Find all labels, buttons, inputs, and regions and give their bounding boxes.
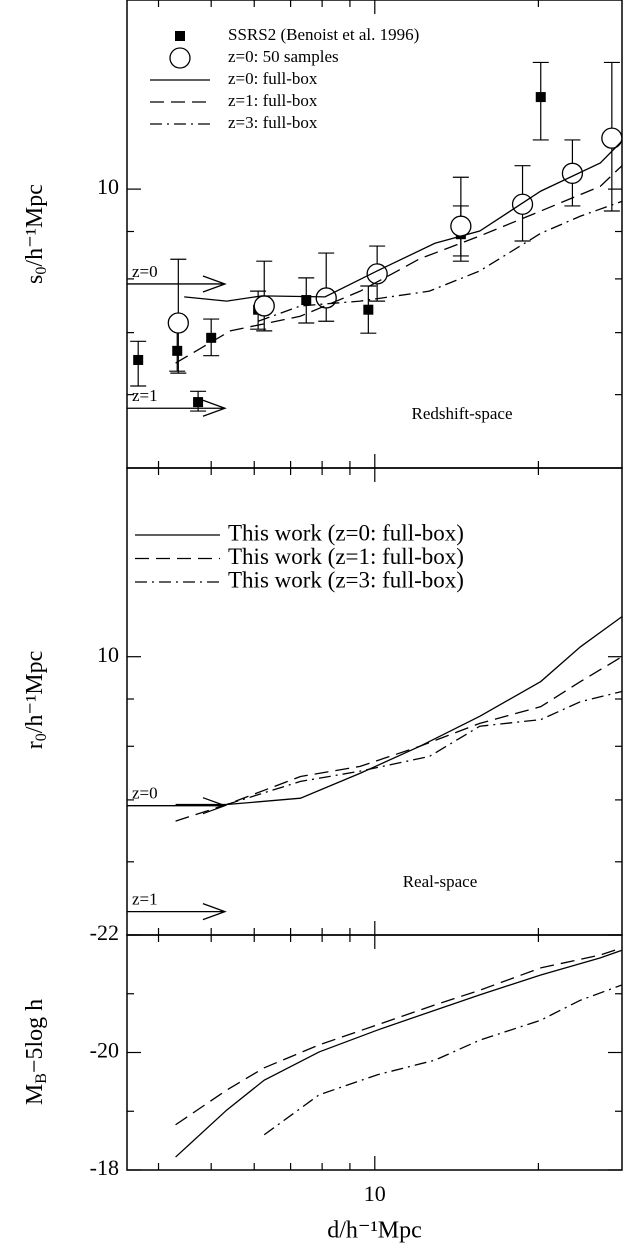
legend-label: z=3: full-box	[228, 113, 318, 132]
square-marker	[133, 354, 144, 365]
legend-label: z=0: full-box	[228, 69, 318, 88]
legend-label: This work (z=1: full-box)	[228, 544, 464, 569]
legend-label: z=1: full-box	[228, 91, 318, 110]
y-tick-label: -22	[90, 920, 119, 945]
legend-symbol	[169, 47, 191, 69]
y-tick-label: 10	[97, 174, 119, 199]
circle-marker	[167, 312, 189, 334]
line	[175, 165, 623, 364]
line	[263, 984, 623, 1136]
annotation: Redshift-space	[411, 404, 512, 423]
circle-marker	[253, 295, 275, 317]
square-marker	[172, 345, 183, 356]
square-marker	[301, 295, 312, 306]
legend-label: SSRS2 (Benoist et al. 1996)	[228, 25, 419, 44]
legend-symbol	[175, 31, 185, 41]
circle-marker	[315, 287, 337, 309]
legend-label: z=0: 50 samples	[228, 47, 339, 66]
y-label-rest: /h⁻¹Mpc	[22, 184, 48, 267]
line	[175, 656, 623, 822]
arrow	[127, 902, 227, 921]
arrow-label: z=0	[132, 784, 158, 803]
circle-marker	[511, 193, 534, 215]
square-marker	[206, 332, 217, 343]
y-tick-label: -20	[90, 1038, 119, 1063]
y-axis-label: MB−5log h	[22, 999, 50, 1105]
line	[226, 690, 623, 806]
y-tick-label: 10	[97, 642, 119, 667]
legend-label: This work (z=3: full-box)	[228, 567, 464, 592]
annotation: Real-space	[403, 872, 478, 891]
circle-marker	[450, 215, 472, 237]
y-label-sub: B	[33, 1073, 50, 1084]
line	[175, 616, 623, 806]
line	[257, 200, 623, 322]
x-axis-label: d/h⁻¹Mpc	[327, 1218, 422, 1244]
y-label-main: M	[22, 1084, 48, 1105]
square-marker	[535, 92, 546, 103]
panel-frame	[126, 934, 623, 1171]
error-bar	[318, 252, 335, 322]
legend-label: This work (z=0: full-box)	[228, 520, 464, 545]
line	[175, 947, 623, 1126]
arrow	[127, 399, 227, 417]
y-tick-label: -18	[90, 1155, 119, 1180]
y-label-main: r	[22, 741, 48, 749]
line	[184, 140, 623, 302]
y-label-rest: /h⁻¹Mpc	[22, 651, 48, 734]
x-tick-label: 10	[364, 1181, 386, 1206]
arrow-label: z=0	[132, 262, 158, 281]
arrow-label: z=1	[132, 386, 158, 405]
y-label-sub: 0	[33, 733, 50, 741]
arrow	[127, 275, 227, 293]
y-label-rest: −5log h	[22, 999, 48, 1073]
y-label-sub: 0	[33, 267, 50, 275]
arrow-label: z=1	[132, 890, 158, 909]
circle-marker	[601, 127, 623, 149]
y-axis-label: r0/h⁻¹Mpc	[22, 651, 50, 750]
line	[175, 949, 623, 1158]
y-axis-label: s0/h⁻¹Mpc	[22, 184, 50, 284]
square-marker	[363, 304, 374, 315]
square-marker	[193, 397, 204, 408]
y-label-main: s	[22, 275, 48, 284]
